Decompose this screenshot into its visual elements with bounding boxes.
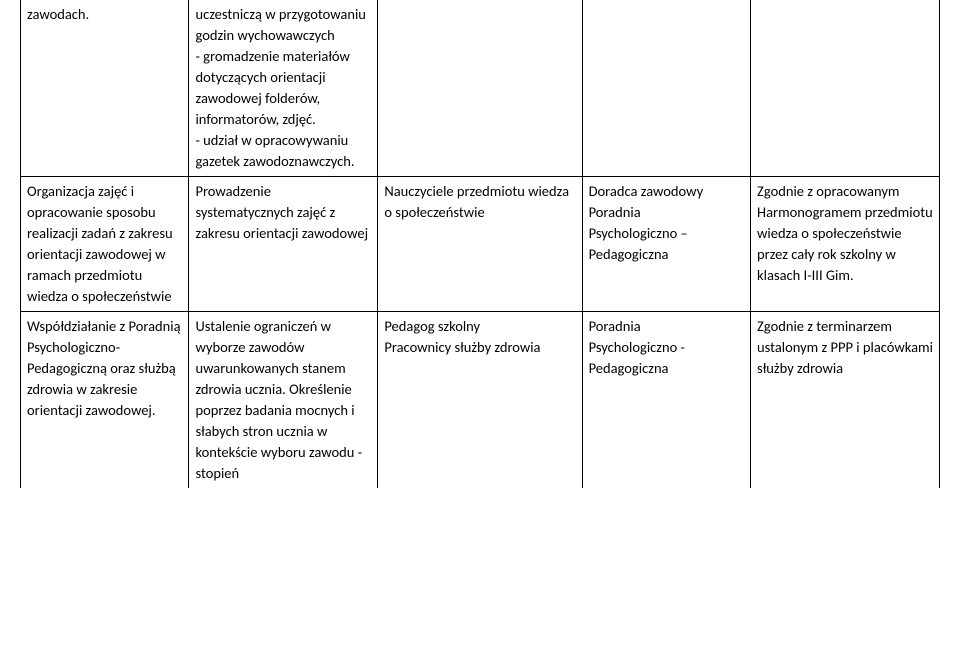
cell-r2-c3: PoradniaPsychologiczno -Pedagogiczna — [582, 312, 750, 489]
table-row: Współdziałanie z Poradnią Psychologiczno… — [21, 312, 940, 489]
table-row: Organizacja zajęć i opracowanie sposobu … — [21, 177, 940, 312]
cell-r0-c0: zawodach. — [21, 0, 189, 177]
cell-r1-c4: Zgodnie z opracowanym Harmonogramem prze… — [751, 177, 940, 312]
cell-r0-c3 — [582, 0, 750, 177]
cell-r0-c2 — [378, 0, 582, 177]
cell-r2-c0: Współdziałanie z Poradnią Psychologiczno… — [21, 312, 189, 489]
cell-r1-c1: Prowadzenie systematycznych zajęć z zakr… — [189, 177, 378, 312]
cell-r0-c4 — [751, 0, 940, 177]
cell-r1-c0: Organizacja zajęć i opracowanie sposobu … — [21, 177, 189, 312]
table-row: zawodach. uczestniczą w przygotowaniu go… — [21, 0, 940, 177]
cell-r1-c2: Nauczyciele przedmiotu wiedza o społecze… — [378, 177, 582, 312]
cell-r2-c1: Ustalenie ograniczeń w wyborze zawodów u… — [189, 312, 378, 489]
cell-r1-c3: Doradca zawodowyPoradniaPsychologiczno –… — [582, 177, 750, 312]
cell-r2-c4: Zgodnie z terminarzem ustalonym z PPP i … — [751, 312, 940, 489]
content-table: zawodach. uczestniczą w przygotowaniu go… — [20, 0, 940, 488]
document-page: zawodach. uczestniczą w przygotowaniu go… — [0, 0, 960, 667]
cell-r2-c2: Pedagog szkolnyPracownicy służby zdrowia — [378, 312, 582, 489]
cell-r0-c1: uczestniczą w przygotowaniu godzin wycho… — [189, 0, 378, 177]
